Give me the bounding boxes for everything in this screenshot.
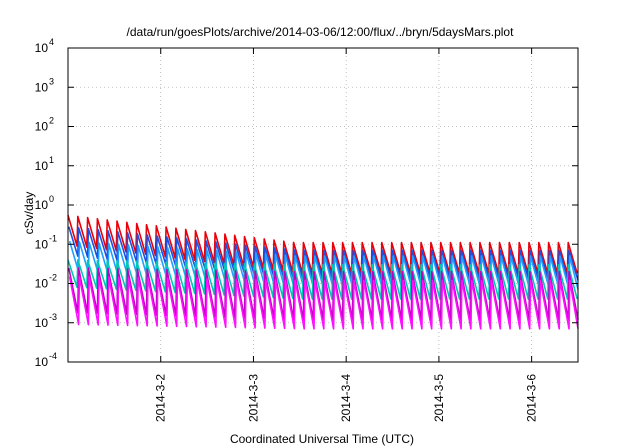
x-tick-label: 2014-3-3 xyxy=(246,374,260,422)
x-tick-label: 2014-3-2 xyxy=(154,374,168,422)
y-tick-label: 10 xyxy=(35,277,49,291)
x-tick-label: 2014-3-5 xyxy=(432,374,446,422)
series-line xyxy=(68,276,579,330)
y-tick-label: 10 xyxy=(35,355,49,369)
y-tick-label: 10 xyxy=(35,120,49,134)
x-tick-label: 2014-3-4 xyxy=(339,374,353,422)
y-tick-label: 10 xyxy=(35,237,49,251)
series-line xyxy=(67,259,578,300)
series-line xyxy=(68,267,579,321)
y-tick-exponent: -1 xyxy=(49,233,57,243)
y-tick-label: 10 xyxy=(35,316,49,330)
y-tick-label: 10 xyxy=(35,80,49,94)
y-tick-label: 10 xyxy=(35,41,49,55)
y-axis-label: cSv/day xyxy=(22,192,36,235)
y-tick-label: 10 xyxy=(35,198,49,212)
y-tick-exponent: 3 xyxy=(49,76,54,86)
y-tick-exponent: 2 xyxy=(49,116,54,126)
series-line xyxy=(67,214,578,275)
x-axis: 2014-3-2 2014-3-3 2014-3-4 2014-3-5 2014-3-6 xyxy=(154,48,539,422)
chart-title: /data/run/goesPlots/archive/2014-03-06/1… xyxy=(127,25,515,39)
y-tick-exponent: -3 xyxy=(49,312,57,322)
x-axis-label: Coordinated Universal Time (UTC) xyxy=(230,432,414,446)
y-tick-exponent: 0 xyxy=(49,194,54,204)
y-tick-exponent: 4 xyxy=(49,37,54,47)
y-tick-exponent: 1 xyxy=(49,155,54,165)
y-tick-exponent: -2 xyxy=(49,273,57,283)
y-tick-label: 10 xyxy=(35,159,49,173)
plot-series xyxy=(67,214,579,330)
y-tick-exponent: -4 xyxy=(49,351,57,361)
x-tick-label: 2014-3-6 xyxy=(525,374,539,422)
